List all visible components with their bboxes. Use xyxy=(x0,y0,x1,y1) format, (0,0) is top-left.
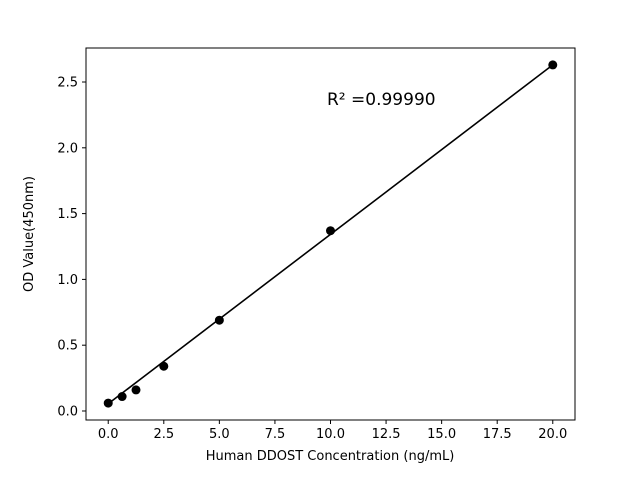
x-axis-tick-label: 17.5 xyxy=(483,427,512,442)
data-point xyxy=(214,315,224,325)
x-axis-tick-label: 12.5 xyxy=(372,427,401,442)
data-point xyxy=(548,60,558,70)
data-point xyxy=(117,392,127,402)
x-axis-tick-label: 15.0 xyxy=(427,427,456,442)
x-axis-tick-label: 7.5 xyxy=(265,427,286,442)
r-squared-annotation: R² =0.99990 xyxy=(327,90,436,110)
y-axis-tick-label: 2.0 xyxy=(57,141,78,156)
data-point xyxy=(103,398,113,408)
data-point xyxy=(326,226,335,236)
x-axis-tick-label: 10.0 xyxy=(316,427,345,442)
x-axis-tick-label: 5.0 xyxy=(209,427,230,442)
y-axis-tick-label: 2.5 xyxy=(57,76,78,91)
x-axis-tick-label: 2.5 xyxy=(153,427,174,442)
y-axis-tick-label: 0.5 xyxy=(57,339,78,354)
data-point xyxy=(159,361,169,371)
y-axis-tick-label: 1.0 xyxy=(57,273,78,288)
x-axis-tick-label: 0.0 xyxy=(98,427,119,442)
x-axis-label: Human DDOST Concentration (ng/mL) xyxy=(206,449,455,464)
y-axis-tick-label: 0.0 xyxy=(57,404,78,419)
data-point xyxy=(131,385,141,395)
y-axis-label: OD Value(450nm) xyxy=(22,176,37,292)
x-axis-tick-label: 20.0 xyxy=(538,427,567,442)
y-axis-tick-label: 1.5 xyxy=(57,207,78,222)
